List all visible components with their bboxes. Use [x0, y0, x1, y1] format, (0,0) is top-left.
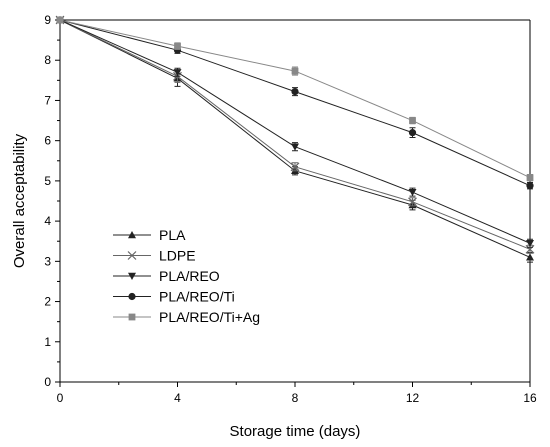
legend-label: PLA/REO/Ti+Ag: [159, 309, 260, 325]
y-tick-label: 0: [44, 375, 51, 389]
legend-marker: [128, 231, 136, 239]
data-point: [174, 42, 181, 50]
data-point: [291, 67, 299, 75]
legend-marker: [128, 272, 136, 280]
data-point: [526, 182, 534, 190]
x-tick-label: 16: [523, 391, 537, 405]
data-point: [408, 129, 417, 137]
legend-marker: [128, 313, 136, 321]
data-point: [173, 69, 182, 77]
legend-item: PLA: [113, 227, 186, 243]
y-tick-label: 3: [44, 254, 51, 268]
legend-label: PLA/REO: [159, 268, 220, 284]
series-layer: [55, 15, 535, 263]
y-tick-label: 4: [44, 214, 51, 228]
legend-item: PLA/REO/Ti: [113, 289, 235, 305]
series-line: [59, 19, 531, 258]
y-tick-label: 2: [44, 295, 51, 309]
x-tick-label: 8: [292, 391, 299, 405]
data-point: [526, 240, 534, 248]
x-tick-label: 12: [406, 391, 420, 405]
data-point: [291, 143, 299, 151]
data-point: [408, 188, 417, 197]
series-line: [59, 19, 531, 250]
legend-label: PLA/REO/Ti: [159, 289, 235, 305]
legend: PLA LDPE PLA/REO PLA/REO/Ti PLA/REO/Ti+Ag: [113, 227, 260, 325]
data-point: [408, 197, 417, 207]
data-point: [56, 16, 64, 24]
y-axis-title: Overall acceptability: [11, 133, 28, 268]
legend-label: PLA: [159, 227, 186, 243]
data-point: [409, 117, 416, 124]
legend-marker: [127, 251, 137, 260]
x-axis-title: Storage time (days): [230, 423, 361, 440]
series-4: [56, 16, 534, 182]
series-1: [55, 15, 535, 254]
y-tick-label: 1: [44, 335, 51, 349]
x-tick-label: 0: [57, 391, 64, 405]
y-tick-label: 5: [44, 174, 51, 188]
y-tick-label: 8: [44, 53, 51, 67]
y-tick-label: 7: [44, 93, 51, 107]
y-tick-label: 6: [44, 134, 51, 148]
legend-item: PLA/REO: [113, 268, 220, 284]
legend-label: LDPE: [159, 248, 196, 264]
data-point: [526, 253, 534, 261]
data-point: [526, 174, 534, 182]
x-tick-label: 4: [174, 391, 181, 405]
series-3: [56, 16, 534, 190]
data-point: [525, 244, 535, 254]
legend-marker: [128, 292, 136, 301]
series-line: [59, 19, 531, 187]
series-2: [56, 16, 534, 248]
y-tick-label: 9: [44, 13, 51, 27]
legend-item: LDPE: [113, 248, 196, 264]
data-point: [291, 87, 299, 96]
data-point: [290, 162, 300, 172]
legend-item: PLA/REO/Ti+Ag: [113, 309, 260, 325]
